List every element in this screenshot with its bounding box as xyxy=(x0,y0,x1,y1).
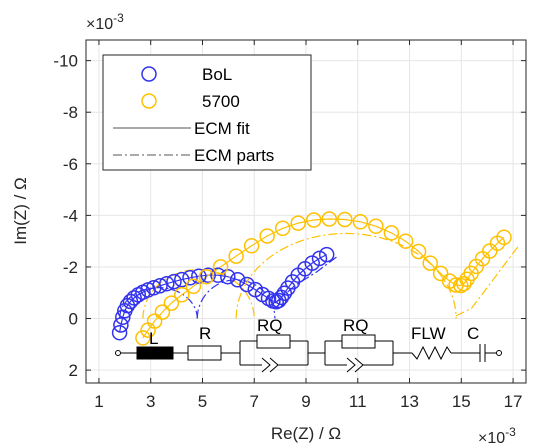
data-point-5700 xyxy=(422,255,438,271)
x-tick-label: 1 xyxy=(94,392,103,411)
data-point-bol xyxy=(174,271,190,288)
ecm-part-5700-rq2 xyxy=(235,232,457,319)
legend-label-5700: 5700 xyxy=(202,92,240,111)
data-point-bol xyxy=(239,276,255,293)
data-point-bol xyxy=(260,290,277,307)
data-point-5700 xyxy=(259,228,275,244)
data-point-5700 xyxy=(274,220,291,237)
data-point-5700 xyxy=(321,211,338,227)
ticks xyxy=(86,40,526,383)
inductor-symbol xyxy=(136,346,174,360)
legend-label-bol: BoL xyxy=(202,65,232,84)
data-point-5700 xyxy=(337,211,353,228)
data-point-5700 xyxy=(410,243,427,260)
legend-box xyxy=(102,54,312,171)
data-point-5700 xyxy=(290,215,306,231)
legend-marker-bol xyxy=(141,66,157,82)
data-point-5700 xyxy=(243,238,260,254)
x-exponent-label: ×10-3 xyxy=(478,425,516,447)
data-point-5700 xyxy=(306,212,322,228)
x-tick-label: 7 xyxy=(250,392,259,411)
legend: BoL 5700 ECM fit ECM parts xyxy=(102,54,312,171)
y-tick-labels: 2 0 -2 -4 -6 -8 -10 xyxy=(53,52,78,380)
legend-marker-5700 xyxy=(141,93,157,109)
x-exponent-power: -3 xyxy=(505,425,516,439)
y-tick-label: -6 xyxy=(63,155,78,174)
flw-symbol xyxy=(411,345,452,361)
x-axis-title: Re(Z) / Ω xyxy=(271,424,341,443)
circuit-terminal-right xyxy=(496,350,502,356)
series-5700 xyxy=(135,211,512,346)
x-tick-label: 15 xyxy=(452,392,471,411)
equivalent-circuit-diagram xyxy=(115,334,502,373)
y-tick-label: -8 xyxy=(63,103,78,122)
y-tick-label: 2 xyxy=(69,361,78,380)
ecm-part-bol-rq1 xyxy=(119,286,198,319)
y-tick-label: 0 xyxy=(69,310,78,329)
x-tick-label: 5 xyxy=(198,392,207,411)
circuit-label-l: L xyxy=(149,329,158,348)
circuit-terminal-left xyxy=(115,350,121,356)
y-tick-label: -10 xyxy=(53,52,78,71)
y-exponent-label: ×10-3 xyxy=(86,11,124,33)
circuit-label-c: C xyxy=(467,324,479,343)
x-tick-label: 9 xyxy=(301,392,310,411)
data-point-5700 xyxy=(383,225,400,241)
x-tick-labels: 1 3 5 7 9 11 13 15 17 xyxy=(94,392,522,411)
data-point-bol xyxy=(113,317,129,333)
data-point-bol xyxy=(311,250,328,267)
y-axis-title: Im(Z) / Ω xyxy=(11,177,30,244)
x-tick-label: 3 xyxy=(146,392,155,411)
data-point-5700 xyxy=(212,259,229,275)
x-tick-label: 17 xyxy=(504,392,523,411)
y-tick-label: -2 xyxy=(63,258,78,277)
circuit-label-rq2: RQ xyxy=(343,316,369,335)
data-point-bol xyxy=(276,285,293,302)
data-point-bol xyxy=(152,278,168,294)
legend-label-ecm-parts: ECM parts xyxy=(194,146,274,165)
data-point-bol xyxy=(166,273,182,290)
legend-label-ecm-fit: ECM fit xyxy=(194,119,250,138)
data-point-5700 xyxy=(146,313,163,329)
data-point-5700 xyxy=(397,233,414,249)
data-point-5700 xyxy=(368,218,384,234)
data-points xyxy=(111,211,512,346)
rq1-cpe-symbol xyxy=(261,357,271,373)
data-point-5700 xyxy=(228,248,244,264)
data-point-5700 xyxy=(174,287,190,303)
data-point-5700 xyxy=(185,278,202,295)
x-tick-label: 13 xyxy=(400,392,419,411)
data-point-bol xyxy=(318,246,335,263)
data-point-5700 xyxy=(496,229,512,246)
circuit-label-flw: FLW xyxy=(411,324,446,343)
data-point-5700 xyxy=(432,265,449,282)
data-point-bol xyxy=(182,270,198,286)
x-tick-label: 11 xyxy=(349,392,367,411)
y-exponent-power: -3 xyxy=(113,11,124,25)
data-point-bol xyxy=(268,294,284,310)
data-point-bol xyxy=(210,267,226,283)
data-point-5700 xyxy=(352,214,369,230)
data-point-bol xyxy=(159,275,175,292)
data-point-bol xyxy=(229,272,246,288)
circuit-labels: L R RQ RQ FLW C xyxy=(149,316,479,348)
data-point-5700 xyxy=(135,330,151,346)
data-point-bol xyxy=(191,268,207,284)
data-point-5700 xyxy=(456,275,472,292)
data-point-bol xyxy=(200,267,216,283)
data-point-bol xyxy=(111,324,128,341)
data-point-5700 xyxy=(198,268,215,285)
data-point-5700 xyxy=(154,304,171,320)
ecm-fit-5700 xyxy=(142,218,505,339)
ecm-part-bol-rq2 xyxy=(196,279,276,319)
circuit-label-rq1: RQ xyxy=(257,316,283,335)
rq2-cpe-symbol xyxy=(346,357,356,373)
circuit-label-r: R xyxy=(199,324,211,343)
data-point-bol xyxy=(126,290,142,306)
y-tick-label: -4 xyxy=(63,206,78,225)
data-point-5700 xyxy=(163,295,180,311)
data-point-5700 xyxy=(453,277,469,294)
